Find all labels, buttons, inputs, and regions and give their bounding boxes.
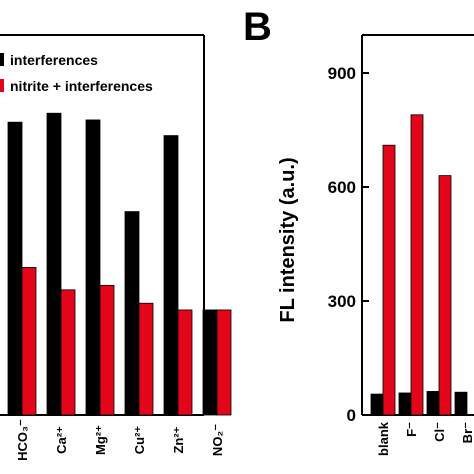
bar-b-nitrite-1 (410, 114, 424, 416)
bar-a-nitrite-1 (21, 267, 37, 416)
category-label-b: Br⁻ (460, 422, 474, 443)
category-label-b: blank (376, 421, 391, 456)
legend-swatch-nitrite (0, 79, 4, 92)
legend-swatch-interferences (0, 53, 4, 66)
category-label-b: Cl⁻ (432, 422, 447, 442)
category-label-b: F⁻ (404, 422, 419, 437)
category-label-a: HCO₃⁻ (15, 419, 30, 461)
bar-a-interferences-1 (7, 121, 23, 416)
bar-a-interferences-4 (124, 211, 140, 416)
y-tick-label: 600 (328, 178, 356, 197)
panel-a-bars (7, 112, 232, 416)
bar-a-interferences-6 (202, 309, 218, 416)
category-label-a: Cu²⁺ (132, 426, 147, 455)
panel-a-category-labels: CO₃²⁻HCO₃⁻Ca²⁺Mg²⁺Cu²⁺Zn²⁺NO₂⁻ (15, 419, 225, 461)
category-label-a: Ca²⁺ (54, 426, 69, 454)
category-label-a: NO₂⁻ (210, 424, 225, 456)
legend-label-interferences: interferences (10, 52, 98, 68)
bar-b-interferences-0 (370, 393, 384, 416)
panel-b-label: B (243, 5, 272, 49)
bar-a-nitrite-4 (138, 302, 154, 416)
bar-b-interferences-3 (454, 391, 468, 416)
panel-b-category-labels: blank F⁻ Cl⁻ Br⁻ (376, 421, 474, 456)
bar-a-interferences-3 (85, 119, 101, 416)
bar-a-nitrite-5 (177, 309, 193, 416)
legend-label-nitrite: nitrite + interferences (10, 78, 153, 94)
category-label-a: Zn²⁺ (171, 426, 186, 453)
bar-b-nitrite-0 (382, 144, 396, 416)
bar-a-interferences-5 (163, 135, 179, 416)
category-label-a: Mg²⁺ (93, 425, 108, 455)
bar-b-nitrite-2 (438, 175, 452, 416)
bar-b-interferences-1 (398, 392, 412, 416)
panel-b: B FL intensity (a.u.) 0 300 600 900 blank F⁻… (243, 5, 474, 456)
y-tick-label: 900 (328, 64, 356, 83)
y-tick-label: 0 (347, 406, 356, 425)
panel-a: interferences nitrite + interferences CO… (0, 34, 232, 461)
bar-a-nitrite-6 (216, 309, 232, 416)
bar-b-interferences-2 (426, 391, 440, 416)
bar-a-interferences-2 (46, 112, 62, 416)
y-tick-label: 300 (328, 292, 356, 311)
bar-a-nitrite-2 (60, 289, 76, 416)
panel-b-y-axis-title: FL intensity (a.u.) (277, 157, 299, 322)
panel-b-bars (370, 114, 468, 416)
panel-b-y-ticks: 0 300 600 900 (328, 64, 369, 425)
bar-a-nitrite-3 (99, 284, 115, 416)
